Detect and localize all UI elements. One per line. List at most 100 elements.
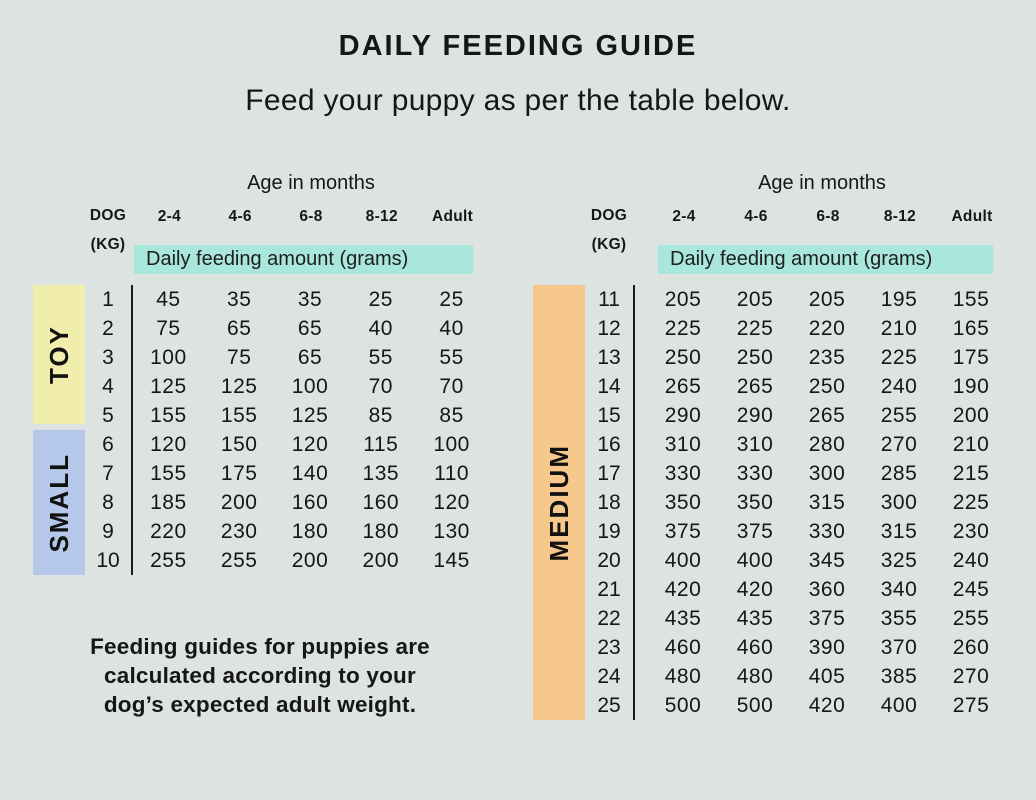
dog-kg-header: DOG (KG) bbox=[85, 202, 131, 259]
feeding-amount-cell: 255 bbox=[952, 606, 990, 630]
feeding-amount-cell: 225 bbox=[736, 316, 774, 340]
feeding-amount-cell: 120 bbox=[291, 432, 329, 456]
feeding-amount-cell: 225 bbox=[664, 316, 702, 340]
footnote: Feeding guides for puppies are calculate… bbox=[35, 632, 485, 719]
feeding-amount-cell: 310 bbox=[664, 432, 702, 456]
feeding-amount-cell: 200 bbox=[362, 548, 400, 572]
feeding-amount-cell: 500 bbox=[664, 693, 702, 717]
feeding-amount-cell: 340 bbox=[880, 577, 918, 601]
feeding-amount-cell: 180 bbox=[291, 519, 329, 543]
dog-weight-kg: 21 bbox=[597, 577, 621, 601]
size-band-label: MEDIUM bbox=[543, 443, 574, 562]
dog-weight-kg: 6 bbox=[102, 432, 114, 456]
dog-weight-kg: 11 bbox=[598, 287, 620, 311]
feeding-amount-cell: 185 bbox=[150, 490, 187, 514]
dog-weight-kg: 23 bbox=[597, 635, 621, 659]
age-col-adult: Adult bbox=[432, 208, 474, 225]
feeding-amount-cell: 195 bbox=[880, 287, 918, 311]
daily-amount-banner: Daily feeding amount (grams) bbox=[658, 245, 993, 274]
feeding-amount-cell: 150 bbox=[220, 432, 258, 456]
feeding-amount-cell: 385 bbox=[880, 664, 918, 688]
feeding-amount-cell: 75 bbox=[227, 345, 252, 369]
feeding-amount-cell: 125 bbox=[291, 403, 329, 427]
feeding-amount-cell: 160 bbox=[291, 490, 329, 514]
feeding-amount-cell: 435 bbox=[664, 606, 702, 630]
feeding-amount-cell: 45 bbox=[156, 287, 181, 311]
feeding-amount-cell: 200 bbox=[952, 403, 990, 427]
feeding-amount-cell: 205 bbox=[736, 287, 774, 311]
feeding-amount-cell: 290 bbox=[736, 403, 774, 427]
table-body: MEDIUM 11 12 13 14 15 16 17 18 19 20 21 22 23 24 25 20… bbox=[533, 285, 1007, 720]
feeding-amount-cell: 405 bbox=[808, 664, 846, 688]
feeding-amount-cell: 460 bbox=[736, 635, 774, 659]
feeding-amount-cell: 350 bbox=[664, 490, 702, 514]
feeding-amount-cell: 35 bbox=[227, 287, 252, 311]
feeding-amount-cell: 250 bbox=[664, 345, 702, 369]
feeding-amount-cell: 225 bbox=[952, 490, 990, 514]
age-in-months-label: Age in months bbox=[247, 172, 375, 194]
feeding-amount-cell: 110 bbox=[434, 461, 470, 485]
feeding-table-medium: Age in months DOG (KG) 2-4 4-6 6-8 8-12 … bbox=[533, 170, 1007, 720]
feeding-amount-cell: 265 bbox=[808, 403, 846, 427]
age-col-4-6: 4-6 bbox=[744, 208, 768, 225]
feeding-amount-cell: 75 bbox=[156, 316, 181, 340]
feeding-amount-cell: 145 bbox=[433, 548, 470, 572]
values-grid: 45 35 35 25 25 75 65 65 40 40 100 75 65 55 55 125 125 100… bbox=[131, 285, 487, 575]
feeding-amount-cell: 220 bbox=[808, 316, 846, 340]
feeding-amount-cell: 255 bbox=[880, 403, 918, 427]
feeding-amount-cell: 330 bbox=[664, 461, 702, 485]
dog-weight-kg: 25 bbox=[597, 693, 621, 717]
feeding-amount-cell: 400 bbox=[736, 548, 774, 572]
feeding-amount-cell: 435 bbox=[736, 606, 774, 630]
feeding-amount-cell: 120 bbox=[433, 490, 470, 514]
feeding-amount-cell: 35 bbox=[297, 287, 323, 311]
size-bands: MEDIUM bbox=[533, 285, 585, 720]
feeding-amount-cell: 230 bbox=[952, 519, 990, 543]
feeding-amount-cell: 100 bbox=[291, 374, 329, 398]
feeding-amount-cell: 375 bbox=[808, 606, 846, 630]
feeding-amount-cell: 300 bbox=[880, 490, 918, 514]
age-col-2-4: 2-4 bbox=[157, 208, 182, 225]
feeding-amount-cell: 175 bbox=[220, 461, 258, 485]
feeding-amount-cell: 55 bbox=[439, 345, 464, 369]
feeding-amount-cell: 40 bbox=[368, 316, 393, 340]
feeding-amount-cell: 125 bbox=[220, 374, 258, 398]
age-column-headers: 2-4 4-6 6-8 8-12 Adult bbox=[636, 208, 1008, 226]
feeding-amount-cell: 70 bbox=[439, 374, 464, 398]
age-col-6-8: 6-8 bbox=[299, 208, 323, 225]
feeding-amount-cell: 160 bbox=[362, 490, 400, 514]
age-col-6-8: 6-8 bbox=[816, 208, 840, 225]
feeding-amount-cell: 480 bbox=[736, 664, 774, 688]
values-grid: 205 205 205 195 155 225 225 220 210 165 250 250 235 2… bbox=[633, 285, 1007, 720]
feeding-amount-cell: 215 bbox=[952, 461, 990, 485]
dog-kg-header: DOG (KG) bbox=[585, 202, 633, 259]
dog-weight-kg: 1 bbox=[102, 287, 114, 311]
page-subtitle: Feed your puppy as per the table below. bbox=[245, 84, 791, 117]
feeding-amount-cell: 40 bbox=[439, 316, 464, 340]
feeding-amount-cell: 265 bbox=[736, 374, 774, 398]
feeding-amount-cell: 200 bbox=[220, 490, 258, 514]
feeding-amount-cell: 140 bbox=[291, 461, 329, 485]
feeding-amount-cell: 260 bbox=[952, 635, 990, 659]
dog-weight-kg: 19 bbox=[597, 519, 621, 543]
feeding-amount-cell: 350 bbox=[736, 490, 774, 514]
feeding-amount-cell: 115 bbox=[363, 432, 399, 456]
size-band-medium: MEDIUM bbox=[533, 285, 585, 720]
feeding-amount-cell: 130 bbox=[433, 519, 470, 543]
feeding-amount-cell: 235 bbox=[808, 345, 846, 369]
dog-weight-kg: 4 bbox=[102, 374, 114, 398]
age-col-2-4: 2-4 bbox=[672, 208, 696, 225]
feeding-amount-cell: 400 bbox=[664, 548, 702, 572]
feeding-amount-cell: 155 bbox=[150, 403, 187, 427]
age-col-4-6: 4-6 bbox=[228, 208, 252, 225]
feeding-amount-cell: 270 bbox=[880, 432, 918, 456]
dog-weight-kg: 13 bbox=[597, 345, 621, 369]
feeding-amount-cell: 210 bbox=[952, 432, 990, 456]
feeding-amount-cell: 120 bbox=[150, 432, 187, 456]
feeding-amount-cell: 330 bbox=[808, 519, 846, 543]
dog-weight-kg: 24 bbox=[597, 664, 621, 688]
feeding-amount-cell: 420 bbox=[808, 693, 846, 717]
feeding-amount-cell: 270 bbox=[952, 664, 990, 688]
feeding-amount-cell: 370 bbox=[880, 635, 918, 659]
daily-amount-banner: Daily feeding amount (grams) bbox=[134, 245, 473, 274]
